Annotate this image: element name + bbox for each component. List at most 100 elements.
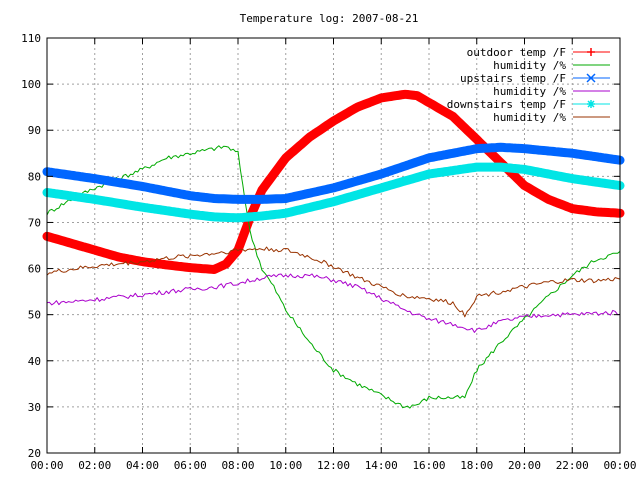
data-point	[522, 182, 531, 191]
data-point	[286, 193, 295, 202]
legend-marker	[586, 73, 596, 83]
data-point	[71, 171, 80, 180]
data-point	[93, 246, 102, 255]
data-point	[128, 201, 137, 210]
data-point	[229, 251, 238, 260]
data-point	[214, 194, 223, 203]
data-point	[415, 93, 424, 102]
data-point	[200, 264, 209, 273]
data-point	[479, 163, 488, 172]
data-point	[365, 187, 374, 196]
series-line	[46, 145, 621, 409]
data-point	[222, 194, 231, 203]
data-point	[272, 166, 281, 175]
data-point	[458, 121, 467, 130]
data-point	[494, 143, 503, 152]
chart-title: Temperature log: 2007-08-21	[240, 12, 419, 25]
legend-entry: outdoor temp /F	[467, 46, 610, 59]
data-point	[601, 179, 610, 188]
data-point	[444, 150, 453, 159]
data-point	[71, 192, 80, 201]
data-point	[558, 172, 567, 181]
data-point	[107, 250, 116, 259]
data-point	[379, 93, 388, 102]
data-point	[522, 165, 531, 174]
legend-label: outdoor temp /F	[467, 46, 566, 59]
data-point	[501, 143, 510, 152]
data-point	[243, 220, 252, 229]
data-point	[594, 178, 603, 187]
data-point	[472, 135, 481, 144]
data-point	[451, 166, 460, 175]
x-tick-label: 18:00	[460, 459, 493, 472]
data-point	[222, 259, 231, 268]
data-point	[537, 146, 546, 155]
data-point	[358, 175, 367, 184]
x-tick-label: 02:00	[78, 459, 111, 472]
data-point	[250, 202, 259, 211]
data-point	[200, 211, 209, 220]
data-point	[458, 165, 467, 174]
data-point	[179, 190, 188, 199]
data-point	[279, 194, 288, 203]
data-point	[85, 244, 94, 253]
data-point	[393, 179, 402, 188]
data-point	[587, 152, 596, 161]
data-point	[558, 200, 567, 209]
data-point	[343, 179, 352, 188]
data-point	[393, 164, 402, 173]
data-point	[214, 213, 223, 222]
data-point	[193, 210, 202, 219]
legend-label: downstairs temp /F	[447, 98, 566, 111]
data-point	[358, 189, 367, 198]
data-point	[114, 253, 123, 262]
data-point	[179, 209, 188, 218]
data-point	[580, 176, 589, 185]
data-point	[401, 161, 410, 170]
data-point	[200, 193, 209, 202]
data-point	[422, 170, 431, 179]
series-2	[42, 142, 625, 204]
data-point	[265, 176, 274, 185]
data-point	[408, 91, 417, 100]
data-point	[322, 199, 331, 208]
data-point	[186, 191, 195, 200]
x-tick-label: 00:00	[30, 459, 63, 472]
data-point	[451, 148, 460, 157]
y-tick-label: 70	[28, 216, 41, 229]
data-point	[121, 179, 130, 188]
data-point	[300, 204, 309, 213]
data-point	[114, 178, 123, 187]
data-point	[315, 126, 324, 135]
data-point	[171, 188, 180, 197]
data-point	[193, 192, 202, 201]
legend-label: humidity /%	[493, 111, 566, 124]
data-point	[415, 172, 424, 181]
x-tick-label: 00:00	[603, 459, 636, 472]
data-point	[229, 195, 238, 204]
data-point	[143, 203, 152, 212]
data-point	[408, 174, 417, 183]
data-point	[508, 143, 517, 152]
data-point	[85, 173, 94, 182]
data-point	[530, 167, 539, 176]
data-point	[293, 143, 302, 152]
data-point	[573, 149, 582, 158]
data-point	[343, 193, 352, 202]
data-point	[501, 163, 510, 172]
data-point	[171, 261, 180, 270]
data-point	[573, 175, 582, 184]
data-point	[164, 187, 173, 196]
data-point	[157, 186, 166, 195]
data-point	[207, 212, 216, 221]
data-point	[465, 146, 474, 155]
data-point	[472, 144, 481, 153]
data-point	[350, 104, 359, 113]
data-point	[171, 208, 180, 217]
data-point	[57, 169, 66, 178]
data-point	[565, 203, 574, 212]
plot-area	[42, 89, 625, 409]
data-point	[465, 164, 474, 173]
data-point	[136, 182, 145, 191]
data-point	[279, 157, 288, 166]
